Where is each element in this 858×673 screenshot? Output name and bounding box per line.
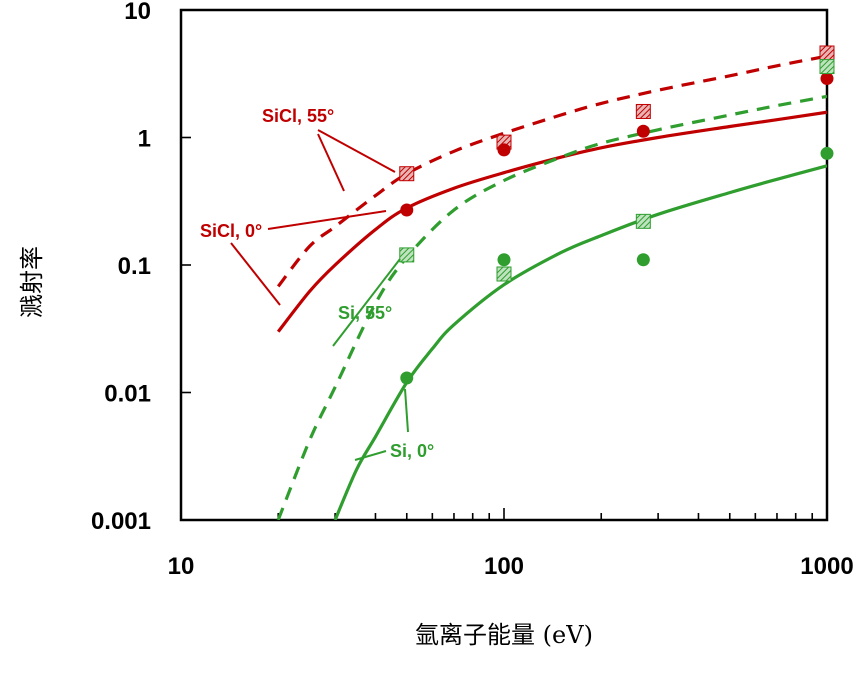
annotations: SiCl, 55° SiCl, 0° Si, 55° Si, 0° <box>200 106 434 461</box>
annotation-si-55: Si, 55° <box>338 303 392 323</box>
annotation-leader-line <box>354 450 387 461</box>
annotation-leader-line <box>267 210 387 230</box>
point-si-0 <box>400 371 414 385</box>
x-tick-label: 10 <box>168 553 195 580</box>
curve-si-0 <box>333 164 827 520</box>
axis-ticks <box>180 9 814 521</box>
annotation-sicl-55: SiCl, 55° <box>262 106 334 126</box>
series-points <box>399 45 835 385</box>
y-tick-label: 0.1 <box>118 253 151 280</box>
y-tick-label: 1 <box>138 126 151 153</box>
annotation-leader-line <box>230 242 281 306</box>
y-tick-label: 0.01 <box>104 381 151 408</box>
point-si-0 <box>636 253 650 267</box>
point-si-55 <box>399 247 415 263</box>
x-tick-label: 1000 <box>800 553 853 580</box>
annotation-si-0: Si, 0° <box>390 441 434 461</box>
curve-sicl-0 <box>276 110 827 333</box>
annotation-leader-line <box>317 133 345 192</box>
annotation-leader-line <box>404 388 409 433</box>
curve-si-55 <box>276 94 827 520</box>
series-curves <box>276 54 827 520</box>
annotation-sicl-0: SiCl, 0° <box>200 221 262 241</box>
annotation-leader-line <box>317 129 396 173</box>
point-sicl-0 <box>636 124 650 138</box>
y-axis-label: 溅射率 <box>18 246 46 318</box>
y-tick-label: 10 <box>124 0 151 25</box>
point-sicl-55 <box>635 103 651 119</box>
curve-sicl-55 <box>276 54 827 288</box>
point-sicl-0 <box>400 203 414 217</box>
point-si-55 <box>496 266 512 282</box>
x-axis-label: 氩离子能量 (eV) <box>415 621 593 649</box>
point-si-55 <box>635 213 651 229</box>
point-sicl-55 <box>399 166 415 182</box>
point-sicl-0 <box>820 72 834 86</box>
x-tick-label: 100 <box>484 553 524 580</box>
tick-labels: 10 100 1000 0.001 0.01 0.1 1 10 <box>91 0 854 580</box>
point-sicl-55 <box>819 45 835 61</box>
point-si-55 <box>819 59 835 75</box>
y-tick-label: 0.001 <box>91 508 151 535</box>
point-si-0 <box>497 253 511 267</box>
annotation-leader-line <box>332 258 401 347</box>
point-si-0 <box>820 146 834 160</box>
point-sicl-0 <box>497 143 511 157</box>
